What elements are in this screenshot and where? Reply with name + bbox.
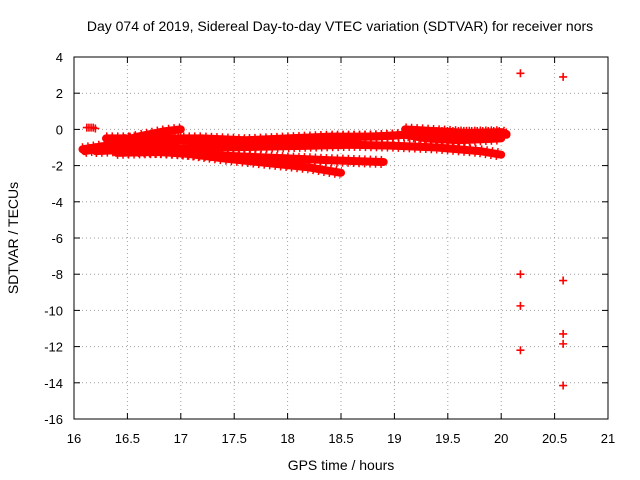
data-trace — [401, 125, 511, 139]
x-tick-label: 19.5 — [435, 431, 460, 446]
x-tick-label: 18.5 — [328, 431, 353, 446]
data-trace-texture — [137, 145, 342, 179]
chart-title: Day 074 of 2019, Sidereal Day-to-day VTE… — [87, 18, 593, 34]
data-trace-texture — [106, 128, 502, 147]
x-tick-label: 17.5 — [222, 431, 247, 446]
data-marks — [78, 69, 568, 390]
y-tick-label: -2 — [51, 159, 63, 174]
grid — [74, 57, 608, 419]
y-tick-label: -16 — [44, 412, 63, 427]
y-tick-label: 2 — [56, 86, 63, 101]
data-point — [559, 329, 568, 338]
x-tick-label: 20.5 — [542, 431, 567, 446]
y-tick-label: -12 — [44, 340, 63, 355]
data-point — [516, 301, 525, 310]
x-tick-label: 19 — [387, 431, 401, 446]
x-tick-labels: 16 16.5 17 17.5 18 18.5 19 19.5 20 20.5 21 — [67, 431, 615, 446]
data-point — [516, 346, 525, 355]
y-tick-label: -4 — [51, 195, 63, 210]
data-point — [559, 72, 568, 81]
x-tick-label: 16 — [67, 431, 81, 446]
data-point — [91, 124, 100, 133]
y-tick-labels: 4 2 0 -2 -4 -6 -8 -10 -12 -14 -16 — [44, 50, 63, 427]
x-tick-label: 21 — [601, 431, 615, 446]
ticks — [73, 56, 609, 420]
x-axis-label: GPS time / hours — [288, 457, 395, 473]
y-axis-label: SDTVAR / TECUs — [5, 182, 21, 294]
y-tick-label: 4 — [56, 50, 63, 65]
y-tick-label: -6 — [51, 231, 63, 246]
data-point — [559, 276, 568, 285]
data-point — [516, 69, 525, 78]
y-tick-label: -14 — [44, 376, 63, 391]
data-point — [559, 339, 568, 348]
x-tick-label: 16.5 — [115, 431, 140, 446]
data-point — [516, 270, 525, 279]
y-tick-label: -10 — [44, 303, 63, 318]
y-tick-label: -8 — [51, 267, 63, 282]
x-tick-label: 20 — [494, 431, 508, 446]
x-tick-label: 17 — [174, 431, 188, 446]
x-tick-label: 18 — [280, 431, 294, 446]
y-tick-label: 0 — [56, 122, 63, 137]
data-point — [559, 381, 568, 390]
